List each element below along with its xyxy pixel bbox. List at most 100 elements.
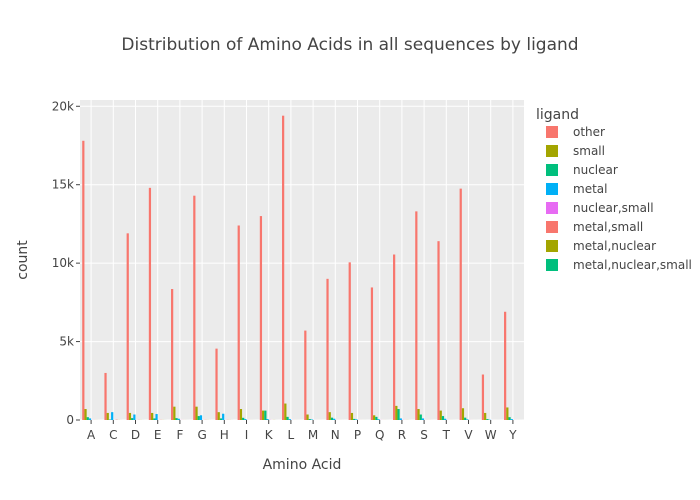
bar-small-D (128, 412, 132, 420)
bar-metal-F (177, 418, 180, 420)
bar-small-N (328, 412, 331, 420)
bar-nuclear-Q (375, 416, 378, 420)
bar-other-Y (504, 311, 507, 420)
chart-title: Distribution of Amino Acids in all seque… (121, 35, 578, 55)
bar-nuclear-I (242, 417, 245, 420)
bar-metal-S (421, 418, 425, 420)
x-tick-label-I: I (245, 428, 249, 442)
bar-metal-L (288, 419, 291, 420)
bar-metal-D (133, 414, 136, 420)
bar-other-N (326, 278, 329, 420)
bar-other-E (148, 187, 152, 420)
bar-small-K (262, 410, 265, 420)
legend: ligand other small nuclear metal nuclear,sma… (536, 107, 692, 272)
legend-swatch-metal-nuclear (546, 240, 558, 252)
bar-small-L (284, 403, 287, 420)
bar-small-H (217, 412, 220, 420)
bar-nuclear-D (131, 418, 134, 420)
bar-nuclear-P (353, 418, 356, 420)
bar-small-S (417, 409, 420, 420)
bar-small-C (106, 412, 109, 420)
x-tick-label-T: T (442, 428, 451, 442)
bar-other-A (82, 140, 85, 421)
x-tick-label-C: C (109, 428, 117, 442)
bar-metal-A (88, 418, 92, 420)
x-tick-label-W: W (485, 428, 497, 442)
y-tick-label: 0 (66, 413, 74, 427)
legend-label-small: small (573, 144, 605, 158)
bar-metal-I (244, 419, 247, 420)
legend-label-nuclear: nuclear (573, 163, 618, 177)
bar-nuclear-E (153, 418, 156, 420)
bar-small-W (484, 412, 487, 420)
x-tick-label-Y: Y (508, 428, 517, 442)
bar-metal-V (466, 419, 469, 420)
bar-nuclear-H (219, 418, 223, 420)
gridlines (80, 100, 524, 421)
bar-metal-E (155, 414, 158, 420)
bar-small-T (439, 410, 442, 420)
x-tick-label-P: P (354, 428, 361, 442)
legend-label-metal-nuclear: metal,nuclear (573, 239, 656, 253)
x-tick-label-D: D (131, 428, 140, 442)
legend-label-nuclear-small: nuclear,small (573, 201, 654, 215)
legend-swatch-other (546, 126, 558, 138)
legend-label-metal-small: metal,small (573, 220, 643, 234)
bar-nuclear-N (330, 417, 334, 420)
bar-other-L (282, 115, 285, 420)
bar-nuclear-K (264, 410, 267, 420)
bar-other-R (393, 254, 396, 420)
legend-swatch-nuclear-small (546, 202, 558, 214)
bar-other-K (259, 216, 263, 420)
bar-small-G (195, 406, 198, 420)
bar-nuclear-Y (508, 417, 511, 420)
x-tick-label-E: E (154, 428, 162, 442)
x-tick-label-M: M (308, 428, 318, 442)
y-axis-title: count (15, 240, 31, 280)
bar-other-G (193, 195, 196, 420)
legend-swatch-small (546, 145, 558, 157)
bar-other-C (104, 372, 107, 420)
x-axis-title: Amino Acid (263, 457, 342, 473)
bar-other-P (348, 262, 351, 420)
bar-nuclear-V (464, 417, 467, 420)
bar-other-H (215, 348, 218, 420)
bar-metal-Q (377, 419, 380, 420)
bar-small-M (306, 414, 309, 420)
bar-other-S (415, 211, 418, 420)
bar-nuclear-F (175, 418, 178, 420)
bar-metal-R (399, 418, 402, 420)
y-axis: 0 5k 10k 15k 20k (52, 99, 80, 427)
legend-label-metal: metal (573, 182, 607, 196)
bar-nuclear-M (308, 419, 311, 420)
x-tick-label-F: F (176, 428, 183, 442)
bar-nuclear-S (419, 414, 422, 420)
y-tick-label: 15k (52, 178, 74, 192)
bar-metal-C (111, 412, 114, 420)
bar-nuclear-L (286, 416, 289, 420)
x-tick-label-H: H (220, 428, 229, 442)
bar-small-I (239, 409, 243, 420)
legend-label-other: other (573, 125, 605, 139)
x-tick-label-V: V (464, 428, 473, 442)
bar-other-W (481, 374, 485, 420)
bar-nuclear-T (441, 416, 445, 420)
bars (82, 115, 522, 421)
x-tick-label-S: S (420, 428, 428, 442)
bar-other-M (304, 330, 307, 420)
y-tick-label: 20k (52, 99, 74, 113)
bar-other-Q (370, 287, 374, 420)
x-tick-label-G: G (197, 428, 206, 442)
bar-other-V (459, 188, 462, 420)
legend-swatch-metal (546, 183, 558, 195)
bar-small-V (461, 408, 465, 420)
bar-nuclear-A (86, 417, 89, 420)
x-tick-label-L: L (288, 428, 295, 442)
bar-metal-N (333, 418, 336, 420)
x-tick-label-A: A (87, 428, 96, 442)
bar-small-P (350, 412, 354, 420)
x-tick-label-R: R (398, 428, 406, 442)
bar-metal-Y (510, 419, 513, 420)
